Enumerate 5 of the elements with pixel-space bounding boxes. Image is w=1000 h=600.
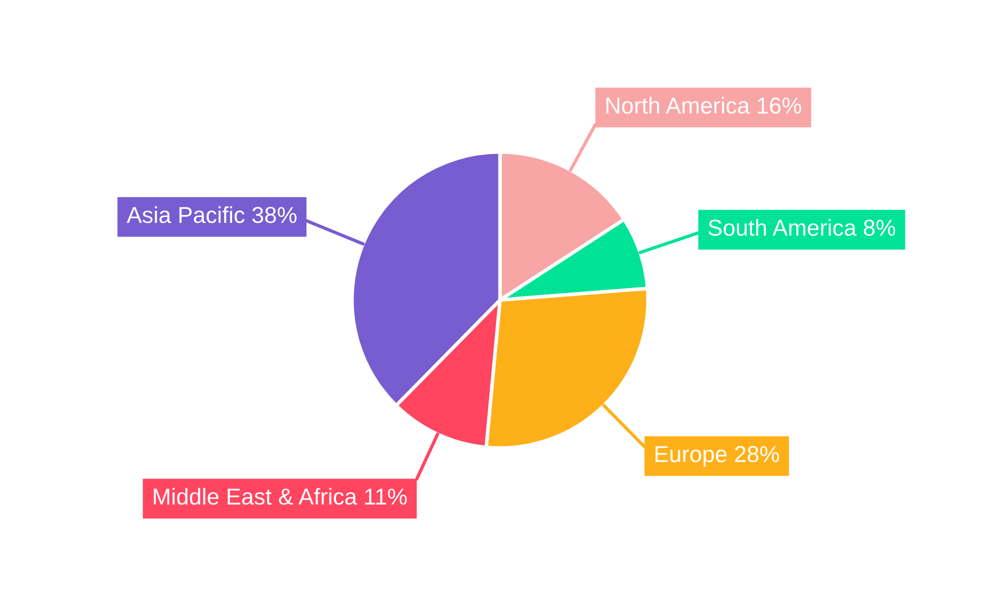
slice-label: South America 8% (708, 219, 896, 236)
slice-label: North America 16% (606, 96, 802, 114)
slice-label: Europe 28% (656, 446, 779, 467)
slice-label: Middle East & Africa 11% (154, 488, 407, 505)
slice-label: Asia Pacific 38% (126, 206, 296, 224)
